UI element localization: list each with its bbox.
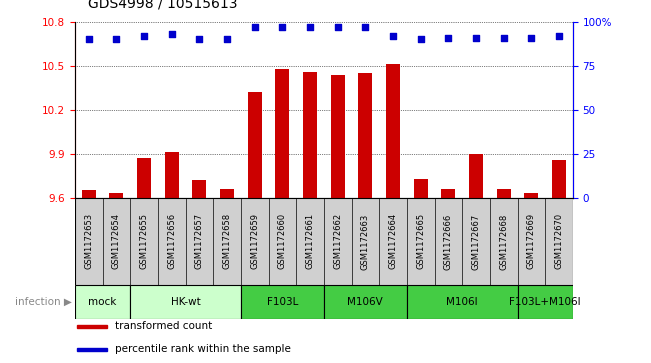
Point	[194, 37, 204, 42]
Point	[388, 33, 398, 39]
Text: GSM1172667: GSM1172667	[471, 213, 480, 269]
Point	[471, 35, 481, 41]
Text: GSM1172669: GSM1172669	[527, 213, 536, 269]
Bar	[193, 180, 206, 198]
Bar	[303, 72, 317, 198]
Text: GSM1172657: GSM1172657	[195, 213, 204, 269]
Text: GDS4998 / 10515613: GDS4998 / 10515613	[88, 0, 238, 11]
Point	[554, 33, 564, 39]
Bar	[77, 325, 107, 328]
Text: F103L: F103L	[267, 297, 298, 307]
Text: GSM1172670: GSM1172670	[555, 213, 564, 269]
Bar	[82, 191, 96, 198]
Text: GSM1172656: GSM1172656	[167, 213, 176, 269]
Point	[499, 35, 509, 41]
Bar	[552, 160, 566, 198]
Text: GSM1172658: GSM1172658	[223, 213, 232, 269]
Text: GSM1172661: GSM1172661	[305, 213, 314, 269]
Bar	[165, 152, 178, 198]
Text: GSM1172664: GSM1172664	[389, 213, 398, 269]
Point	[139, 33, 149, 39]
Text: GSM1172655: GSM1172655	[139, 213, 148, 269]
Bar	[220, 189, 234, 198]
Bar	[77, 348, 107, 351]
Text: GSM1172665: GSM1172665	[416, 213, 425, 269]
Point	[443, 35, 454, 41]
Bar	[324, 285, 407, 319]
Bar	[441, 189, 455, 198]
Bar	[331, 74, 344, 198]
Bar	[137, 158, 151, 198]
Point	[333, 24, 343, 30]
Bar	[241, 285, 324, 319]
Text: percentile rank within the sample: percentile rank within the sample	[115, 344, 290, 354]
Bar	[130, 285, 241, 319]
Point	[249, 24, 260, 30]
Text: HK-wt: HK-wt	[171, 297, 201, 307]
Bar	[525, 193, 538, 198]
Bar	[518, 285, 573, 319]
Text: GSM1172660: GSM1172660	[278, 213, 287, 269]
Point	[415, 37, 426, 42]
Text: transformed count: transformed count	[115, 321, 212, 331]
Text: mock: mock	[89, 297, 117, 307]
Bar	[469, 154, 483, 198]
Text: GSM1172668: GSM1172668	[499, 213, 508, 269]
Point	[360, 24, 370, 30]
Text: GSM1172659: GSM1172659	[250, 213, 259, 269]
Bar	[275, 69, 289, 198]
Point	[167, 31, 177, 37]
Text: GSM1172663: GSM1172663	[361, 213, 370, 269]
Bar	[109, 193, 123, 198]
Bar	[407, 285, 518, 319]
Bar	[248, 92, 262, 198]
Bar	[75, 285, 130, 319]
Point	[111, 37, 122, 42]
Bar	[497, 189, 510, 198]
Text: GSM1172666: GSM1172666	[444, 213, 453, 269]
Point	[305, 24, 315, 30]
Text: GSM1172654: GSM1172654	[112, 213, 121, 269]
Text: infection ▶: infection ▶	[15, 297, 72, 307]
Bar	[414, 179, 428, 198]
Text: M106V: M106V	[348, 297, 383, 307]
Point	[277, 24, 288, 30]
Point	[526, 35, 536, 41]
Text: F103L+M106I: F103L+M106I	[509, 297, 581, 307]
Bar	[386, 64, 400, 198]
Bar	[359, 73, 372, 198]
Text: GSM1172662: GSM1172662	[333, 213, 342, 269]
Point	[83, 37, 94, 42]
Point	[222, 37, 232, 42]
Text: GSM1172653: GSM1172653	[84, 213, 93, 269]
Text: M106I: M106I	[447, 297, 478, 307]
